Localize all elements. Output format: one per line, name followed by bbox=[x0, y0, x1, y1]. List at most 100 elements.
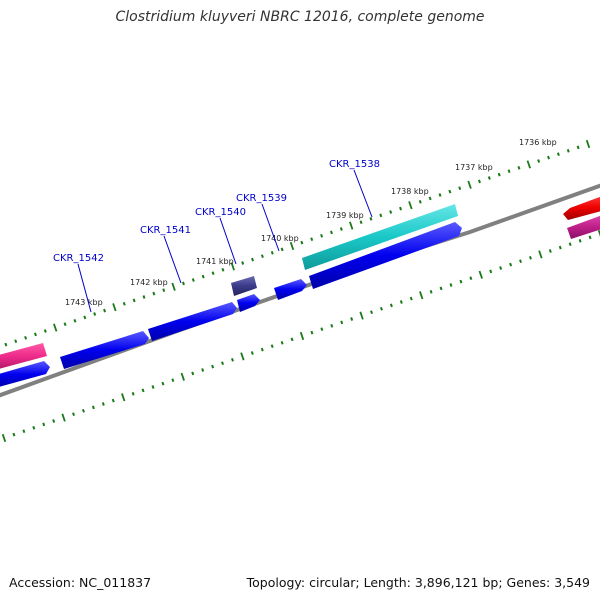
inner-tick-46 bbox=[459, 279, 463, 284]
inner-tick-8 bbox=[82, 408, 85, 413]
inner-tick-33 bbox=[330, 323, 334, 328]
inner-tick-32 bbox=[320, 327, 324, 332]
outer-tick-48 bbox=[467, 180, 472, 189]
outer-tick-51 bbox=[497, 172, 501, 177]
outer-tick-25 bbox=[241, 261, 245, 265]
gene-label-ckr-1538[interactable]: CKR_1538 bbox=[329, 159, 380, 170]
inner-tick-21 bbox=[211, 364, 215, 369]
outer-tick-20 bbox=[191, 278, 195, 282]
outer-tick-42 bbox=[408, 201, 413, 210]
outer-tick-1 bbox=[4, 342, 8, 347]
outer-tick-13 bbox=[122, 301, 126, 306]
outer-tick-53 bbox=[517, 165, 521, 170]
inner-tick-51 bbox=[509, 262, 513, 267]
inner-tick-14 bbox=[141, 388, 145, 393]
outer-tick-43 bbox=[418, 199, 422, 204]
outer-tick-6 bbox=[53, 323, 58, 332]
gene-label-ckr-1539[interactable]: CKR_1539 bbox=[236, 193, 287, 204]
gene-feature-magenta-right[interactable] bbox=[567, 214, 600, 239]
inner-tick-11 bbox=[111, 398, 115, 403]
outer-tick-46 bbox=[448, 189, 452, 194]
kbp-label-1736: 1736 kbp bbox=[519, 138, 557, 147]
outer-tick-23 bbox=[221, 267, 225, 272]
inner-tick-43 bbox=[429, 289, 433, 294]
inner-tick-0 bbox=[1, 433, 7, 443]
gene-feature-blue-4[interactable] bbox=[148, 302, 237, 341]
outer-tick-30 bbox=[289, 241, 295, 251]
page-title: Clostridium kluyveri NBRC 12016, complet… bbox=[115, 9, 485, 25]
gene-feature-blue-5[interactable] bbox=[60, 331, 149, 369]
gene-feature-blue-2[interactable] bbox=[274, 279, 307, 300]
outer-tick-17 bbox=[162, 288, 166, 293]
gene-feature-blue-1[interactable] bbox=[309, 222, 462, 289]
outer-tick-58 bbox=[566, 148, 570, 153]
leader-line-ckr-1539 bbox=[261, 203, 280, 252]
inner-tick-36 bbox=[359, 311, 364, 320]
inner-tick-55 bbox=[548, 249, 552, 253]
leader-line-ckr-1540 bbox=[219, 217, 237, 265]
inner-tick-37 bbox=[370, 310, 373, 315]
outer-tick-4 bbox=[33, 332, 37, 337]
outer-tick-12 bbox=[112, 303, 117, 312]
outer-tick-34 bbox=[329, 230, 333, 235]
inner-tick-39 bbox=[389, 303, 393, 308]
outer-tick-29 bbox=[280, 247, 284, 252]
inner-tick-24 bbox=[240, 352, 245, 361]
inner-tick-27 bbox=[270, 344, 274, 349]
inner-tick-10 bbox=[101, 402, 105, 406]
kbp-label-1740: 1740 kbp bbox=[261, 234, 299, 243]
inner-tick-2 bbox=[22, 429, 26, 434]
gene-feature-purple[interactable] bbox=[231, 276, 257, 296]
outer-tick-54 bbox=[526, 160, 531, 169]
inner-tick-22 bbox=[221, 361, 224, 366]
gene-feature-pink-left[interactable] bbox=[0, 343, 47, 370]
gene-label-ckr-1540[interactable]: CKR_1540 bbox=[195, 207, 246, 218]
outer-tick-27 bbox=[260, 254, 264, 259]
leader-line-ckr-1541 bbox=[163, 235, 182, 284]
outer-tick-33 bbox=[320, 233, 324, 238]
outer-tick-26 bbox=[251, 257, 255, 262]
outer-tick-50 bbox=[487, 176, 491, 180]
inner-tick-52 bbox=[519, 259, 522, 264]
gene-label-ckr-1542[interactable]: CKR_1542 bbox=[53, 253, 104, 264]
gene-label-ckr-1541[interactable]: CKR_1541 bbox=[140, 225, 191, 236]
outer-tick-35 bbox=[339, 227, 343, 231]
outer-tick-55 bbox=[537, 159, 541, 163]
outer-tick-49 bbox=[477, 179, 481, 184]
inner-tick-6 bbox=[61, 413, 66, 422]
gene-feature-cyan[interactable] bbox=[302, 204, 458, 270]
inner-tick-44 bbox=[439, 286, 443, 291]
outer-tick-24 bbox=[230, 262, 235, 271]
inner-tick-54 bbox=[538, 250, 543, 259]
outer-tick-52 bbox=[507, 169, 511, 174]
gene-feature-blue-3[interactable] bbox=[237, 294, 260, 312]
kbp-label-1738: 1738 kbp bbox=[391, 187, 429, 196]
inner-tick-40 bbox=[399, 300, 403, 304]
outer-tick-21 bbox=[201, 274, 205, 279]
inner-tick-1 bbox=[12, 432, 16, 437]
outer-tick-38 bbox=[369, 216, 373, 221]
inner-tick-35 bbox=[350, 317, 354, 321]
outer-tick-16 bbox=[152, 291, 156, 296]
inner-tick-17 bbox=[171, 378, 175, 383]
inner-tick-31 bbox=[310, 330, 314, 335]
inner-tick-13 bbox=[131, 391, 135, 396]
kbp-label-1743: 1743 kbp bbox=[65, 298, 103, 307]
inner-tick-12 bbox=[121, 393, 126, 402]
inner-tick-34 bbox=[340, 320, 344, 325]
outer-tick-2 bbox=[14, 339, 18, 344]
outer-tick-14 bbox=[132, 298, 136, 303]
inner-tick-16 bbox=[161, 381, 165, 386]
inner-tick-26 bbox=[260, 347, 264, 352]
outer-tick-32 bbox=[310, 237, 314, 242]
inner-tick-49 bbox=[489, 269, 493, 274]
kbp-label-1739: 1739 kbp bbox=[326, 211, 364, 220]
inner-tick-47 bbox=[469, 276, 473, 281]
gene-feature-blue-6[interactable] bbox=[0, 361, 50, 388]
outer-tick-15 bbox=[142, 295, 146, 299]
inner-tick-20 bbox=[201, 368, 205, 372]
inner-tick-15 bbox=[151, 385, 155, 389]
gene-feature-red-right[interactable] bbox=[563, 195, 600, 220]
outer-tick-40 bbox=[389, 210, 393, 214]
